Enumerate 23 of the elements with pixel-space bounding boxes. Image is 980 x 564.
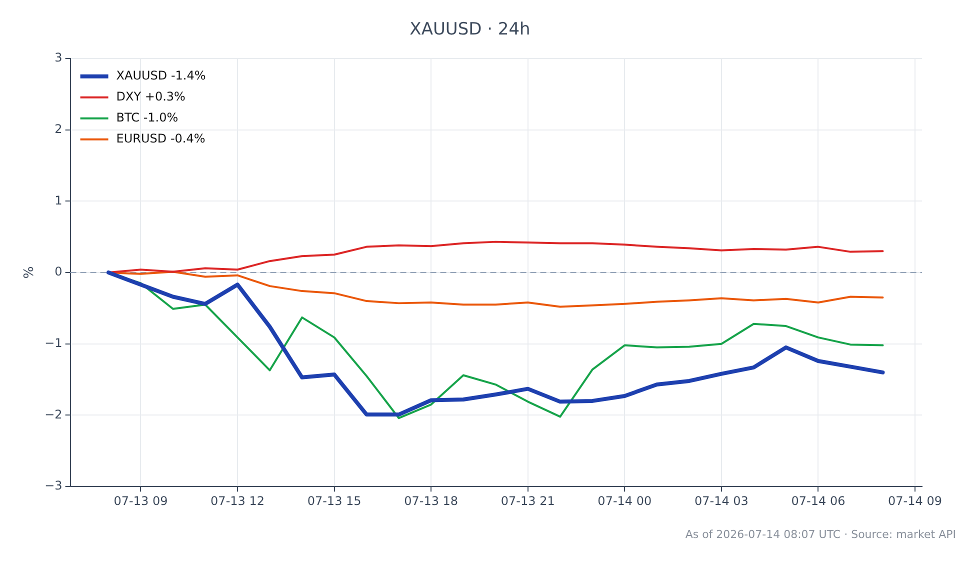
y-tick-label: −2 <box>44 407 62 422</box>
y-tick-label: −3 <box>44 478 62 493</box>
y-axis-title: % <box>22 266 38 279</box>
x-tick-label: 07-14 03 <box>694 494 748 508</box>
y-tick-label: 0 <box>54 264 62 279</box>
x-tick-label: 07-13 21 <box>500 494 555 508</box>
legend-label: BTC -1.0% <box>116 110 178 125</box>
x-tick-label: 07-14 09 <box>888 494 942 508</box>
y-tick-label: −1 <box>44 336 62 350</box>
x-tick-label: 07-14 06 <box>791 494 846 508</box>
x-tick-label: 07-13 15 <box>307 494 362 508</box>
y-tick-label: 3 <box>54 50 62 65</box>
y-tick-label: 1 <box>54 193 62 208</box>
x-tick-label: 07-14 00 <box>598 494 652 508</box>
y-tick-label: 2 <box>54 122 62 136</box>
text: As of 2026-07-14 08:07 UTC · Source: market API <box>685 528 956 541</box>
legend-label: EURUSD -0.4% <box>116 132 206 146</box>
x-tick-label: 07-13 12 <box>210 494 264 508</box>
x-tick-label: 07-13 18 <box>404 494 458 508</box>
x-tick-label: 07-13 09 <box>114 494 168 508</box>
legend-label: XAUUSD -1.4% <box>116 68 206 83</box>
legend-label: DXY +0.3% <box>116 90 186 104</box>
chart-title: XAUUSD · 24h <box>410 20 530 40</box>
